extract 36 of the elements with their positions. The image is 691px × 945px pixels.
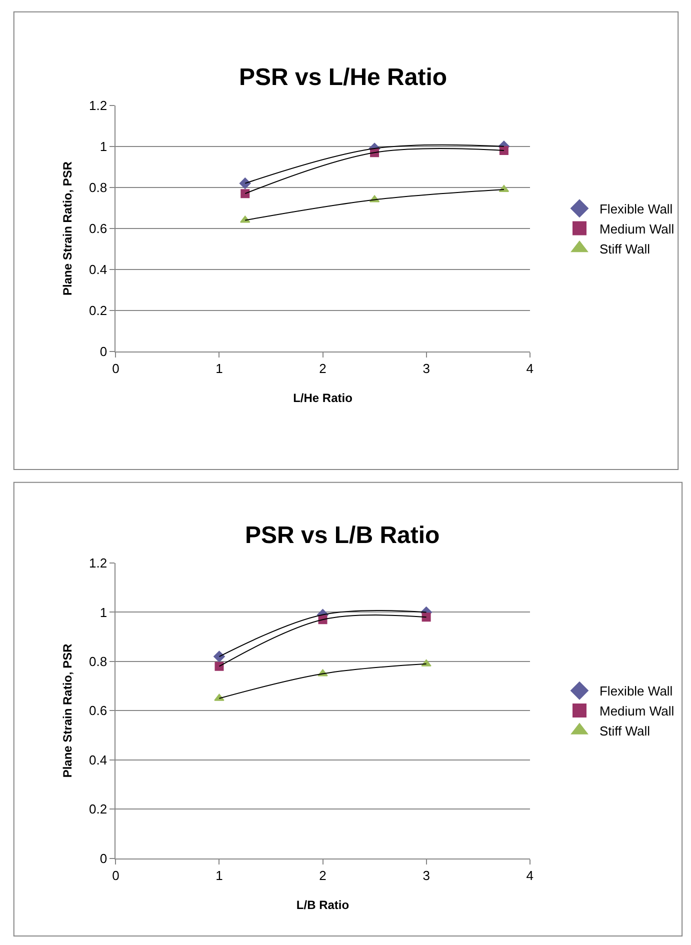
- x-tick-label: 2: [319, 361, 326, 376]
- legend-label: Stiff Wall: [599, 241, 650, 256]
- x-tick-label: 2: [319, 868, 326, 883]
- y-tick-label: 0.8: [89, 180, 108, 195]
- y-axis-title: Plane Strain Ratio, PSR: [60, 643, 74, 778]
- x-axis-title: L/B Ratio: [296, 898, 350, 912]
- x-tick-label: 3: [422, 361, 430, 376]
- legend-label: Flexible Wall: [599, 684, 673, 699]
- chart-title: PSR vs L/B Ratio: [245, 522, 440, 549]
- x-tick-label: 0: [112, 361, 120, 376]
- x-tick-label: 4: [526, 868, 534, 883]
- y-tick-label: 1.2: [89, 556, 108, 571]
- y-tick-label: 0: [100, 850, 108, 866]
- y-tick-label: 0.4: [89, 752, 108, 768]
- y-tick-label: 0: [100, 344, 108, 359]
- legend-label: Flexible Wall: [599, 201, 673, 216]
- y-tick-label: 0.2: [89, 302, 108, 318]
- x-tick-label: 0: [112, 868, 120, 883]
- y-tick-label: 0.8: [89, 654, 108, 669]
- y-tick-label: 0.4: [89, 262, 108, 277]
- x-tick-label: 1: [216, 361, 223, 376]
- x-axis-title: L/He Ratio: [293, 390, 352, 405]
- y-tick-label: 0.6: [89, 703, 108, 718]
- legend-label: Medium Wall: [599, 221, 674, 236]
- y-tick-label: 1: [100, 138, 108, 154]
- legend-label: Stiff Wall: [599, 723, 650, 738]
- y-tick-label: 1.2: [89, 98, 108, 113]
- y-tick-label: 0.6: [89, 220, 108, 236]
- y-axis-title: Plane Strain Ratio, PSR: [60, 161, 74, 296]
- y-tick-label: 1: [100, 604, 108, 620]
- x-tick-label: 3: [422, 868, 430, 883]
- x-tick-label: 4: [526, 361, 534, 376]
- y-tick-label: 0.2: [89, 802, 108, 817]
- chart-title: PSR vs L/He Ratio: [239, 64, 448, 91]
- legend-label: Medium Wall: [599, 704, 674, 719]
- x-tick-label: 1: [216, 868, 223, 883]
